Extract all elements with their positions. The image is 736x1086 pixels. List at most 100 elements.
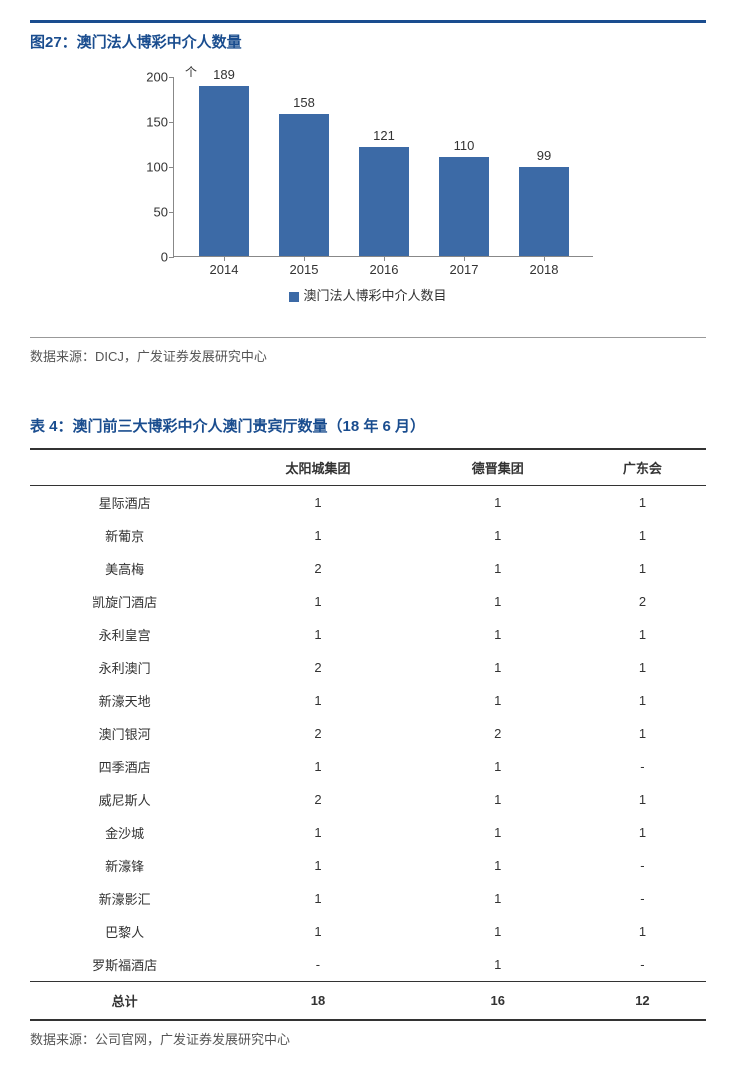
- table-cell: 1: [219, 882, 416, 915]
- table-cell: 1: [417, 915, 579, 948]
- figure-source: 数据来源：DICJ，广发证券发展研究中心: [30, 338, 706, 395]
- table-cell: 1: [219, 684, 416, 717]
- bar: [439, 157, 489, 256]
- table-cell: 1: [219, 750, 416, 783]
- table-row: 凯旋门酒店112: [30, 585, 706, 618]
- table-cell: -: [579, 948, 706, 982]
- table-cell: 1: [579, 915, 706, 948]
- legend-swatch: [289, 292, 299, 302]
- bar: [279, 114, 329, 256]
- bar-value-label: 189: [199, 67, 249, 86]
- table-cell: -: [219, 948, 416, 982]
- table-cell: 新濠锋: [30, 849, 219, 882]
- table-cell: 2: [219, 552, 416, 585]
- table-cell: 金沙城: [30, 816, 219, 849]
- table-cell: 1: [219, 486, 416, 520]
- table-row: 新濠影汇11-: [30, 882, 706, 915]
- bar-value-label: 121: [359, 128, 409, 147]
- table-row: 罗斯福酒店-1-: [30, 948, 706, 982]
- table-cell: -: [579, 849, 706, 882]
- table-cell: 1: [417, 651, 579, 684]
- table-cell: 1: [417, 684, 579, 717]
- bar-value-label: 158: [279, 95, 329, 114]
- table-row: 巴黎人111: [30, 915, 706, 948]
- table-row: 澳门银河221: [30, 717, 706, 750]
- table-cell: 1: [417, 948, 579, 982]
- bar-value-label: 99: [519, 148, 569, 167]
- table-total-cell: 12: [579, 982, 706, 1021]
- table-row: 四季酒店11-: [30, 750, 706, 783]
- table-cell: -: [579, 882, 706, 915]
- x-tick-mark: [304, 256, 305, 261]
- table-cell: 美高梅: [30, 552, 219, 585]
- table-cell: 新濠影汇: [30, 882, 219, 915]
- table-cell: 1: [579, 717, 706, 750]
- table-header-cell: [30, 449, 219, 486]
- table-cell: 1: [417, 849, 579, 882]
- table-row: 新葡京111: [30, 519, 706, 552]
- table-cell: 1: [579, 519, 706, 552]
- bar: [199, 86, 249, 256]
- table-total-cell: 18: [219, 982, 416, 1021]
- y-tick-mark: [169, 167, 174, 168]
- table-row: 永利澳门211: [30, 651, 706, 684]
- legend-label: 澳门法人博彩中介人数目: [303, 288, 446, 303]
- table-cell: 1: [417, 816, 579, 849]
- table-cell: 1: [219, 519, 416, 552]
- table-cell: 1: [417, 486, 579, 520]
- table-cell: 新濠天地: [30, 684, 219, 717]
- x-tick-mark: [384, 256, 385, 261]
- x-tick-mark: [464, 256, 465, 261]
- table-cell: 四季酒店: [30, 750, 219, 783]
- table-cell: 1: [579, 552, 706, 585]
- table-cell: 1: [417, 618, 579, 651]
- x-tick-mark: [224, 256, 225, 261]
- table-cell: 1: [417, 519, 579, 552]
- table-cell: 1: [219, 585, 416, 618]
- table-cell: 1: [219, 849, 416, 882]
- table-row: 星际酒店111: [30, 486, 706, 520]
- table-cell: 凯旋门酒店: [30, 585, 219, 618]
- table-cell: 2: [579, 585, 706, 618]
- table-row: 新濠天地111: [30, 684, 706, 717]
- table-cell: 1: [219, 618, 416, 651]
- data-table: 太阳城集团德晋集团广东会 星际酒店111新葡京111美高梅211凯旋门酒店112…: [30, 448, 706, 1021]
- bar-chart: 个 05010015020018920141582015121201611020…: [113, 67, 623, 317]
- table-cell: 永利澳门: [30, 651, 219, 684]
- table-cell: 1: [219, 915, 416, 948]
- y-tick-mark: [169, 122, 174, 123]
- chart-legend: 澳门法人博彩中介人数目: [113, 285, 623, 304]
- table-cell: 1: [579, 684, 706, 717]
- table-cell: 澳门银河: [30, 717, 219, 750]
- table-header-cell: 广东会: [579, 449, 706, 486]
- y-tick-mark: [169, 257, 174, 258]
- table-cell: 巴黎人: [30, 915, 219, 948]
- table-row: 新濠锋11-: [30, 849, 706, 882]
- table-cell: 1: [417, 552, 579, 585]
- table-cell: 1: [417, 750, 579, 783]
- table-cell: 1: [417, 585, 579, 618]
- table-cell: 1: [417, 882, 579, 915]
- x-tick-mark: [544, 256, 545, 261]
- table-source: 数据来源：公司官网，广发证券发展研究中心: [30, 1021, 706, 1078]
- table-cell: 1: [579, 816, 706, 849]
- table-cell: 2: [219, 651, 416, 684]
- table-title: 表 4：澳门前三大博彩中介人澳门贵宾厅数量（18 年 6 月）: [30, 415, 706, 436]
- table-cell: 星际酒店: [30, 486, 219, 520]
- bar-value-label: 110: [439, 138, 489, 157]
- table-cell: 1: [219, 816, 416, 849]
- table-row: 金沙城111: [30, 816, 706, 849]
- table-total-cell: 总计: [30, 982, 219, 1021]
- figure-title: 图27：澳门法人博彩中介人数量: [30, 20, 706, 52]
- y-tick-mark: [169, 77, 174, 78]
- table-header-cell: 太阳城集团: [219, 449, 416, 486]
- table-row: 美高梅211: [30, 552, 706, 585]
- table-total-row: 总计181612: [30, 982, 706, 1021]
- table-cell: 永利皇宫: [30, 618, 219, 651]
- table-cell: 2: [417, 717, 579, 750]
- y-tick-mark: [169, 212, 174, 213]
- table-cell: 1: [417, 783, 579, 816]
- table-cell: 2: [219, 783, 416, 816]
- bar: [359, 147, 409, 256]
- bar: [519, 167, 569, 256]
